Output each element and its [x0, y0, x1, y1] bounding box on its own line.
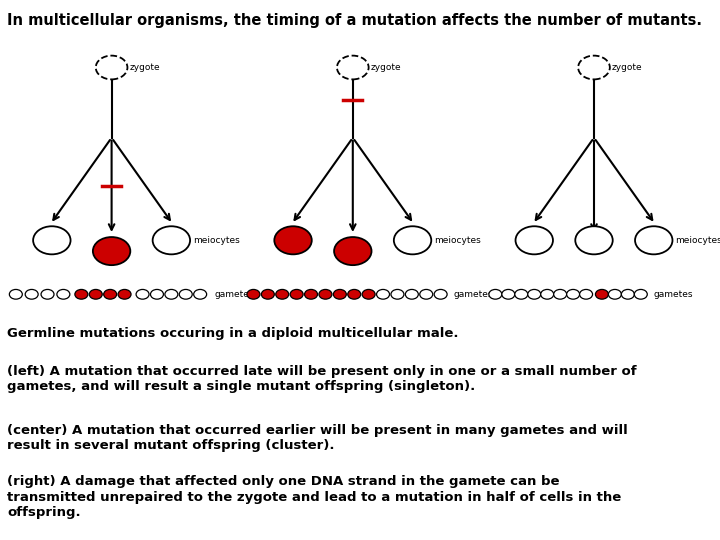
- Circle shape: [93, 237, 130, 265]
- Circle shape: [276, 289, 289, 299]
- Text: (left) A mutation that occurred late will be present only in one or a small numb: (left) A mutation that occurred late wil…: [7, 364, 636, 393]
- Circle shape: [247, 289, 260, 299]
- Text: gametes: gametes: [454, 290, 493, 299]
- Text: zygote: zygote: [130, 63, 161, 72]
- Circle shape: [502, 289, 515, 299]
- Text: Germline mutations occuring in a diploid multicellular male.: Germline mutations occuring in a diploid…: [7, 327, 459, 340]
- Circle shape: [89, 289, 102, 299]
- Circle shape: [489, 289, 502, 299]
- Circle shape: [319, 289, 332, 299]
- Circle shape: [580, 289, 593, 299]
- Circle shape: [567, 289, 580, 299]
- Circle shape: [9, 289, 22, 299]
- Circle shape: [608, 289, 621, 299]
- Circle shape: [136, 289, 149, 299]
- Circle shape: [150, 289, 163, 299]
- Circle shape: [305, 289, 318, 299]
- Text: gametes: gametes: [215, 290, 254, 299]
- Circle shape: [333, 289, 346, 299]
- Circle shape: [621, 289, 634, 299]
- Text: meiocytes: meiocytes: [675, 236, 720, 245]
- Circle shape: [434, 289, 447, 299]
- Text: meiocytes: meiocytes: [434, 236, 481, 245]
- Text: gametes: gametes: [654, 290, 693, 299]
- Text: (center) A mutation that occurred earlier will be present in many gametes and wi: (center) A mutation that occurred earlie…: [7, 424, 628, 453]
- Circle shape: [25, 289, 38, 299]
- Circle shape: [57, 289, 70, 299]
- Circle shape: [635, 226, 672, 254]
- Circle shape: [337, 56, 369, 79]
- Circle shape: [33, 226, 71, 254]
- Circle shape: [420, 289, 433, 299]
- Circle shape: [528, 289, 541, 299]
- Circle shape: [334, 237, 372, 265]
- Text: (right) A damage that affected only one DNA strand in the gamete can be
transmit: (right) A damage that affected only one …: [7, 475, 621, 519]
- Circle shape: [165, 289, 178, 299]
- Circle shape: [394, 226, 431, 254]
- Circle shape: [391, 289, 404, 299]
- Circle shape: [515, 289, 528, 299]
- Circle shape: [194, 289, 207, 299]
- Circle shape: [118, 289, 131, 299]
- Text: zygote: zygote: [371, 63, 402, 72]
- Circle shape: [41, 289, 54, 299]
- Circle shape: [261, 289, 274, 299]
- Circle shape: [595, 289, 608, 299]
- Circle shape: [578, 56, 610, 79]
- Circle shape: [153, 226, 190, 254]
- Circle shape: [554, 289, 567, 299]
- Circle shape: [179, 289, 192, 299]
- Circle shape: [405, 289, 418, 299]
- Circle shape: [541, 289, 554, 299]
- Circle shape: [75, 289, 88, 299]
- Circle shape: [348, 289, 361, 299]
- Circle shape: [575, 226, 613, 254]
- Circle shape: [96, 56, 127, 79]
- Text: In multicellular organisms, the timing of a mutation affects the number of mutan: In multicellular organisms, the timing o…: [7, 14, 702, 29]
- Circle shape: [362, 289, 375, 299]
- Circle shape: [377, 289, 390, 299]
- Text: zygote: zygote: [612, 63, 643, 72]
- Circle shape: [634, 289, 647, 299]
- Circle shape: [104, 289, 117, 299]
- Circle shape: [274, 226, 312, 254]
- Circle shape: [290, 289, 303, 299]
- Circle shape: [516, 226, 553, 254]
- Text: meiocytes: meiocytes: [193, 236, 240, 245]
